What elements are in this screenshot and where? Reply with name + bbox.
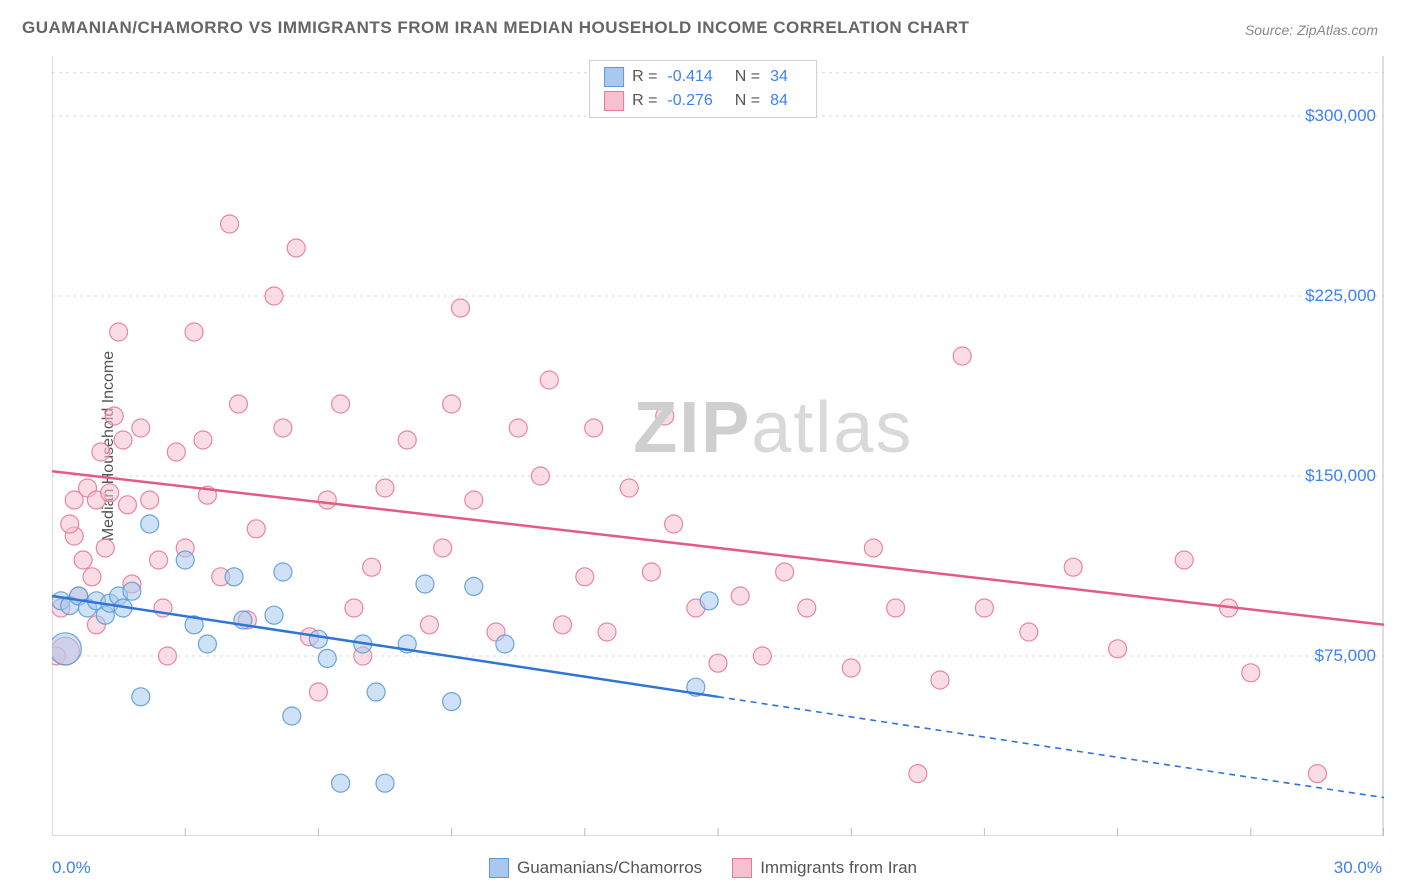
r-label: R = (632, 68, 657, 86)
correlation-legend: R = -0.414 N = 34 R = -0.276 N = 84 (589, 60, 817, 118)
swatch-a-icon (489, 858, 509, 878)
source-attribution: Source: ZipAtlas.com (1245, 22, 1378, 38)
r-value: -0.276 (667, 92, 712, 110)
legend-item-a: Guamanians/Chamorros (489, 858, 702, 878)
n-value: 34 (770, 68, 788, 86)
x-axis-max-label: 30.0% (1334, 858, 1382, 878)
y-tick-label: $150,000 (1305, 466, 1376, 486)
chart-svg (52, 56, 1384, 836)
r-label: R = (632, 92, 657, 110)
n-label: N = (735, 68, 760, 86)
legend-row-a: R = -0.414 N = 34 (604, 65, 802, 89)
swatch-a-icon (604, 67, 624, 87)
y-tick-label: $225,000 (1305, 286, 1376, 306)
y-tick-label: $300,000 (1305, 106, 1376, 126)
legend-row-b: R = -0.276 N = 84 (604, 89, 802, 113)
swatch-b-icon (732, 858, 752, 878)
y-tick-label: $75,000 (1315, 646, 1376, 666)
n-label: N = (735, 92, 760, 110)
chart-title: GUAMANIAN/CHAMORRO VS IMMIGRANTS FROM IR… (22, 18, 969, 38)
legend-label: Guamanians/Chamorros (517, 858, 702, 878)
legend-label: Immigrants from Iran (760, 858, 917, 878)
legend-item-b: Immigrants from Iran (732, 858, 917, 878)
n-value: 84 (770, 92, 788, 110)
r-value: -0.414 (667, 68, 712, 86)
swatch-b-icon (604, 91, 624, 111)
x-axis-min-label: 0.0% (52, 858, 91, 878)
series-legend: Guamanians/Chamorros Immigrants from Ira… (489, 858, 917, 878)
plot-area (52, 56, 1384, 836)
